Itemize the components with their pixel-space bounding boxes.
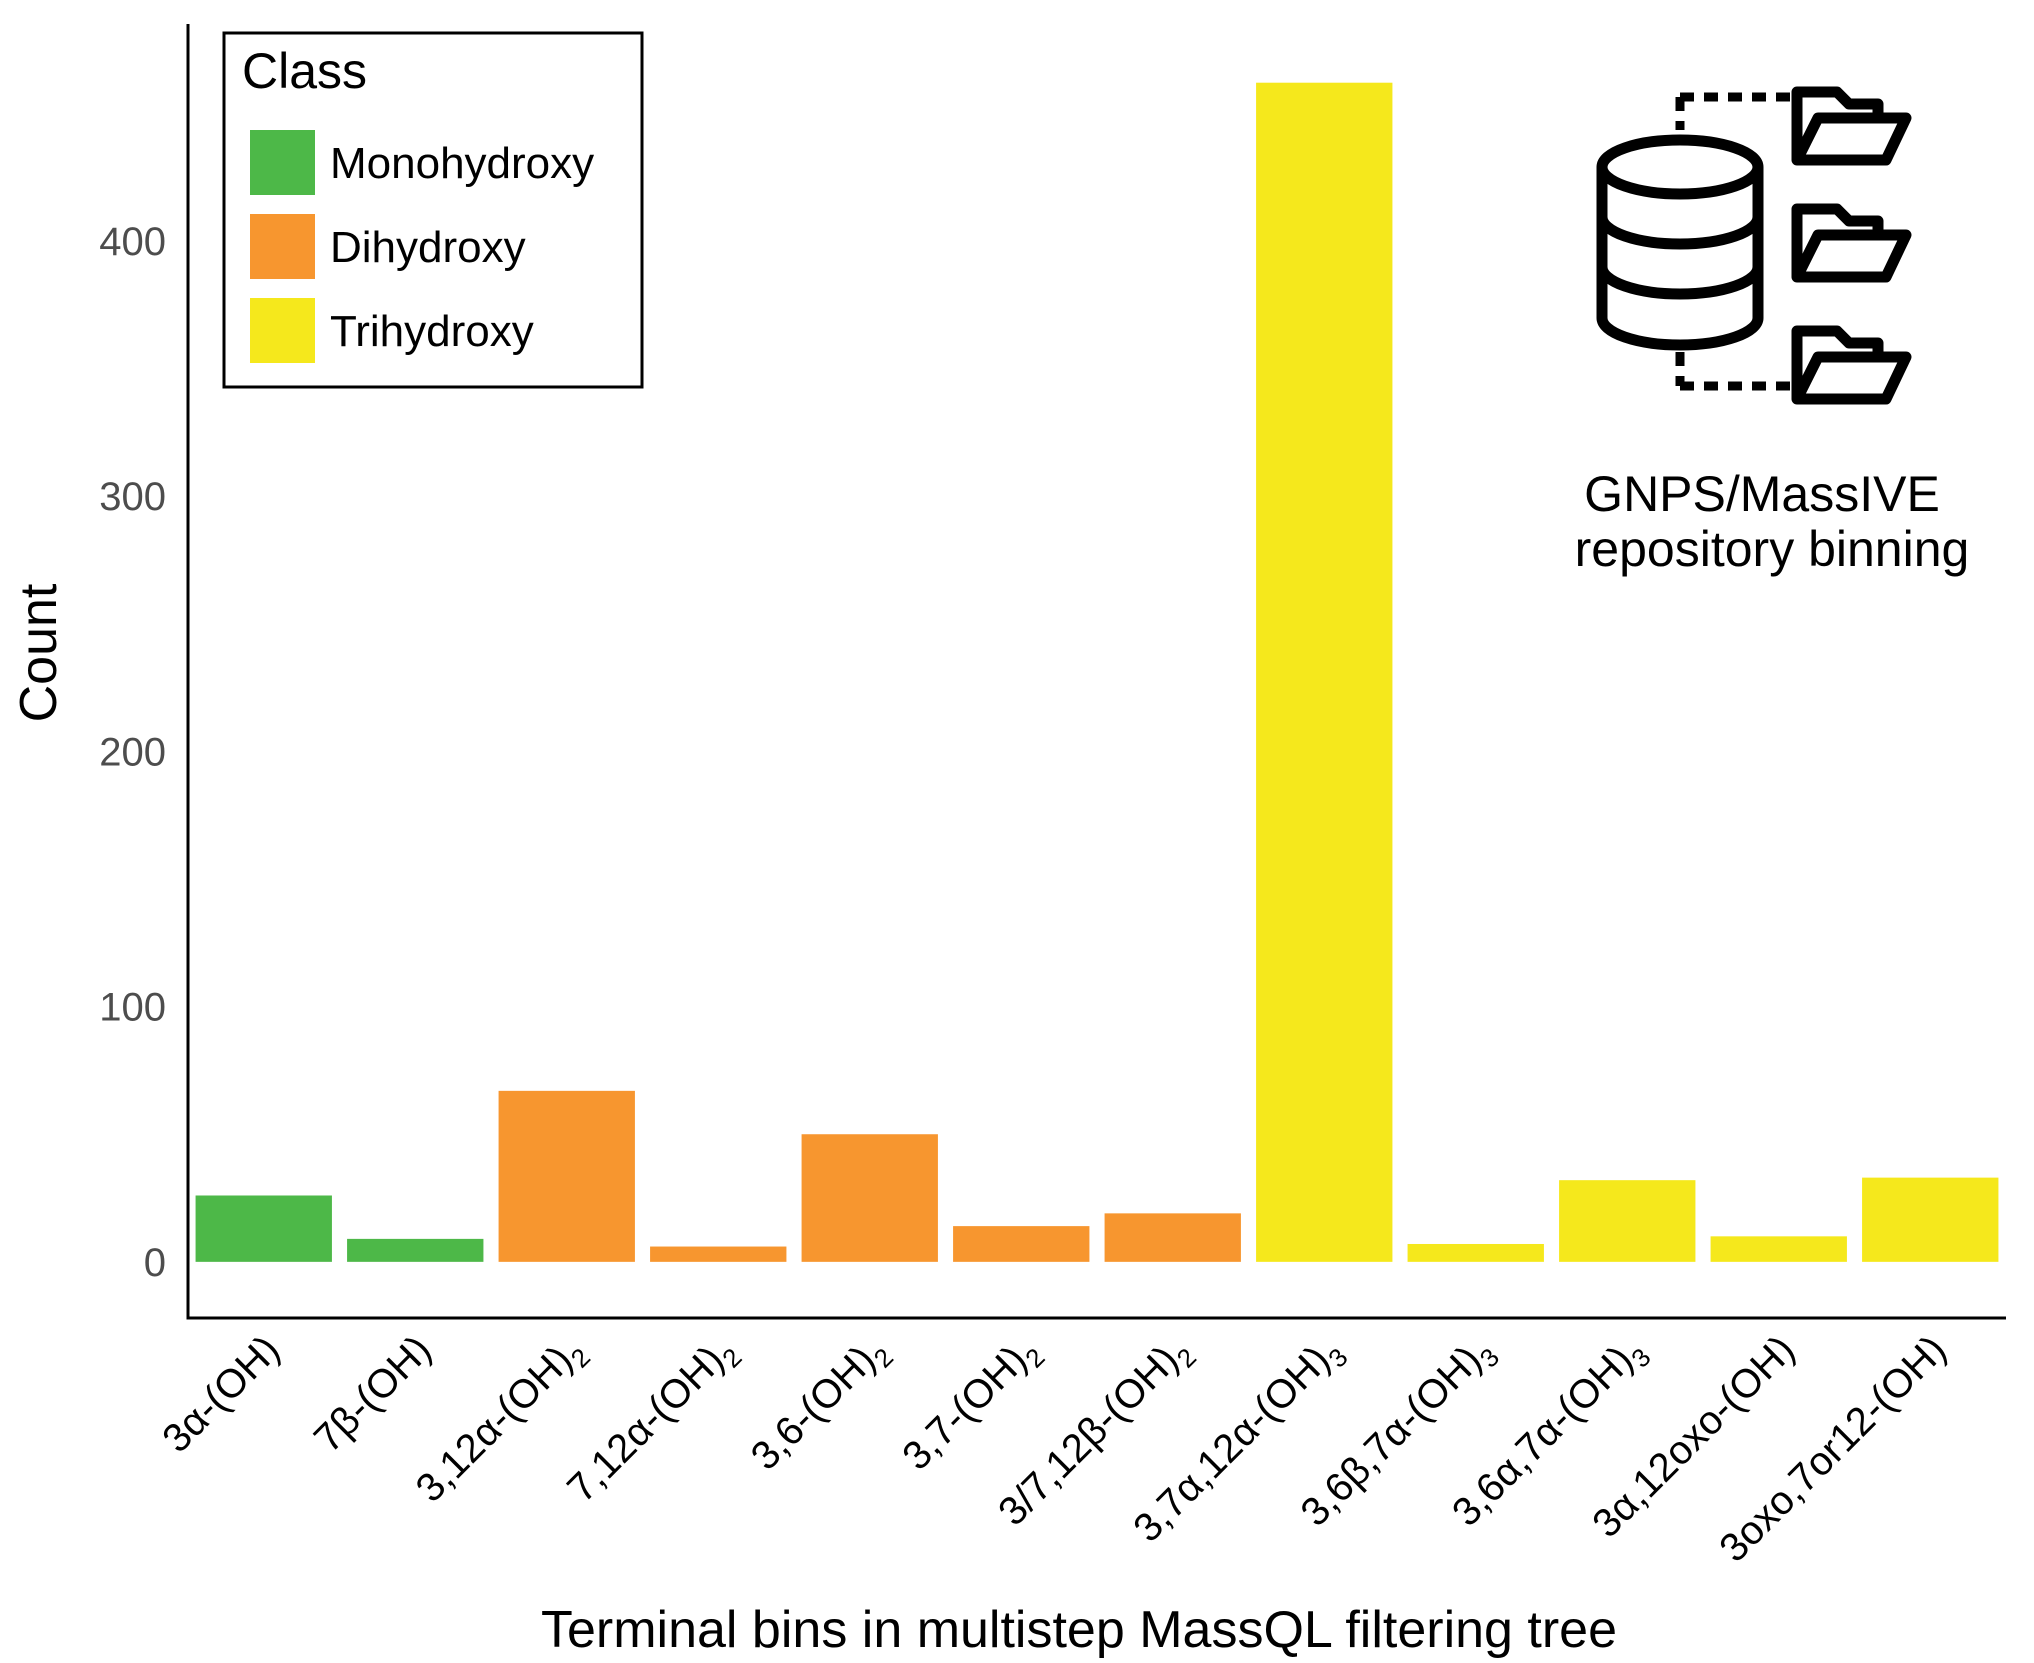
legend-label: Monohydroxy: [330, 139, 594, 188]
folder-icon-2: [1791, 203, 1912, 283]
bar: [347, 1238, 484, 1262]
bars-group: [195, 82, 1999, 1262]
x-tick-label: 3,7-(OH)2: [894, 1327, 1050, 1483]
legend-swatch: [250, 130, 315, 195]
bar: [650, 1246, 787, 1262]
y-tick-label: 0: [144, 1241, 166, 1285]
folder-icon-1: [1791, 86, 1912, 166]
x-tick-label: 3α-(OH): [154, 1327, 288, 1461]
legend: Class Monohydroxy Dihydroxy Trihydroxy: [222, 31, 644, 389]
bar: [1407, 1243, 1544, 1262]
bar: [1559, 1180, 1696, 1262]
legend-entries: Monohydroxy Dihydroxy Trihydroxy: [250, 130, 594, 363]
bar: [195, 1195, 332, 1262]
legend-swatch: [250, 298, 315, 363]
bar: [953, 1226, 1090, 1262]
legend-title: Class: [242, 43, 367, 99]
bar: [1862, 1177, 1999, 1262]
bar: [1256, 82, 1393, 1262]
legend-label: Dihydroxy: [330, 223, 526, 272]
y-axis-ticks: 0 100 200 300 400: [99, 220, 166, 1285]
bar: [1710, 1236, 1847, 1262]
folder-icon-3: [1791, 325, 1912, 405]
x-tick-label: 3,6-(OH)2: [743, 1327, 899, 1483]
x-axis-category-labels: 3α-(OH) 7β-(OH)3,12α-(OH)27,12α-(OH)23,6-…: [154, 1327, 1954, 1570]
repository-label-line1: GNPS/MassIVE: [1584, 466, 1940, 522]
bar: [1104, 1213, 1241, 1262]
y-tick-label: 200: [99, 730, 166, 774]
x-axis-title: Terminal bins in multistep MassQL filter…: [541, 1601, 1617, 1659]
y-tick-label: 400: [99, 220, 166, 264]
bar: [801, 1134, 938, 1262]
y-axis-title: Count: [10, 583, 68, 722]
repository-label-line2: repository binning: [1575, 521, 1970, 577]
bar: [498, 1090, 635, 1262]
database-folders-icon: [1596, 86, 1912, 405]
x-tick-label: 7β-(OH): [306, 1327, 440, 1461]
y-tick-label: 300: [99, 475, 166, 519]
legend-label: Trihydroxy: [330, 307, 534, 356]
database-icon: [1596, 134, 1764, 351]
legend-swatch: [250, 214, 315, 279]
y-tick-label: 100: [99, 986, 166, 1030]
